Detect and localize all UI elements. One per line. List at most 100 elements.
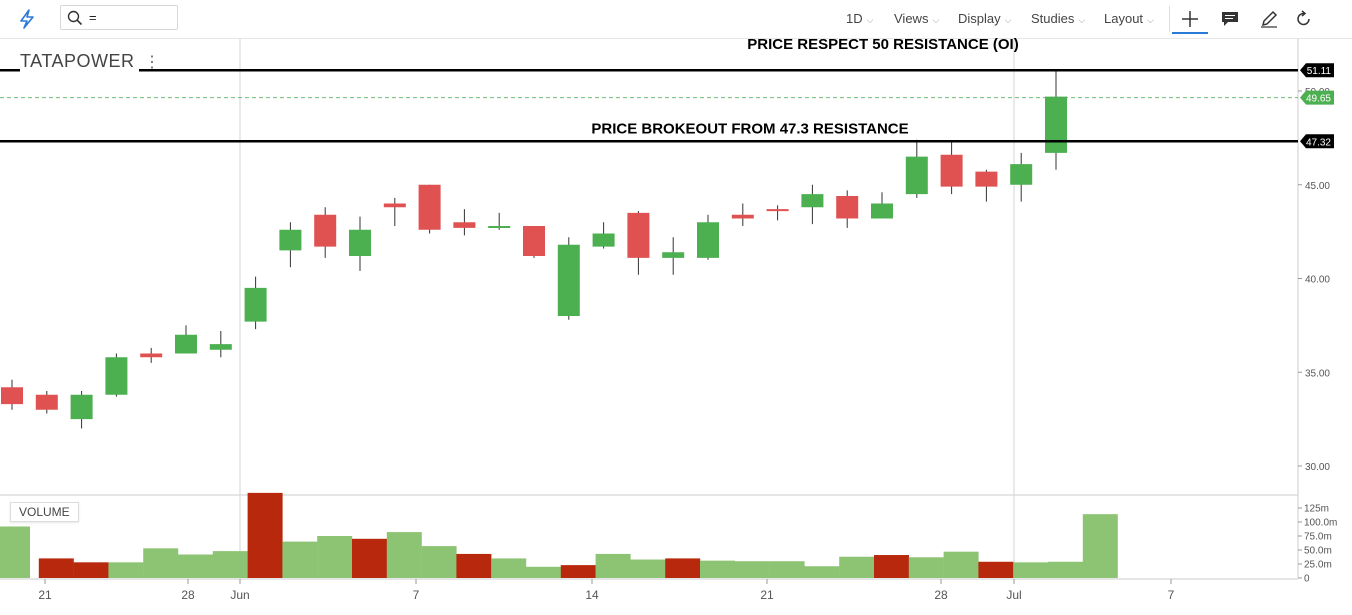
resistance-price-tag-text: 47.32 (1306, 137, 1331, 148)
candle-body (627, 212, 650, 258)
candle-body (557, 244, 580, 316)
display-label: Display (958, 11, 1001, 26)
volume-bar (839, 556, 875, 578)
candle-body (488, 226, 511, 228)
candle-body (1010, 164, 1033, 185)
volume-bar (804, 566, 840, 578)
volume-bar (908, 557, 944, 578)
views-dropdown[interactable]: Views ⌵ (894, 11, 939, 26)
volume-bar (108, 562, 144, 578)
volume-bar (630, 559, 666, 578)
layout-dropdown[interactable]: Layout ⌵ (1104, 11, 1154, 26)
time-tick-label: 7 (1168, 588, 1175, 602)
volume-bar (491, 558, 527, 578)
candle-body (697, 222, 719, 258)
symbol-title[interactable]: TATAPOWER (20, 51, 139, 72)
price-tick-label: 40.00 (1305, 275, 1330, 286)
last-price-tag-text: 49.65 (1306, 94, 1331, 105)
candle-body (418, 184, 441, 230)
candle-body (140, 353, 163, 358)
more-options-icon[interactable]: ⋮ (144, 54, 160, 71)
volume-bar (73, 562, 109, 578)
volume-study-label[interactable]: VOLUME (10, 502, 79, 522)
annotation-text: PRICE BROKEOUT FROM 47.3 RESISTANCE (591, 121, 908, 138)
volume-bar (247, 492, 283, 578)
layout-label: Layout (1104, 11, 1144, 26)
chevron-down-icon: ⌵ (1147, 15, 1154, 25)
search-value: = (89, 10, 97, 25)
time-tick-label: 28 (934, 588, 948, 602)
views-label: Views (894, 11, 929, 26)
candle-body (453, 222, 476, 228)
volume-bar (317, 536, 353, 578)
time-tick-label: 21 (38, 588, 52, 602)
volume-bar (143, 548, 179, 578)
time-tick-label: 21 (760, 588, 774, 602)
studies-label: Studies (1031, 11, 1075, 26)
volume-tick-label: 75.0m (1304, 532, 1332, 543)
comment-icon[interactable] (1217, 6, 1243, 32)
search-icon (67, 10, 83, 26)
candle-body (349, 229, 371, 256)
interval-dropdown[interactable]: 1D ⌵ (846, 11, 873, 26)
time-tick-label: 7 (413, 588, 420, 602)
volume-tick-label: 125m (1304, 504, 1329, 515)
candle-body (175, 334, 197, 354)
candle-body (975, 171, 998, 187)
volume-bar (421, 546, 457, 578)
price-tick-label: 35.00 (1305, 368, 1330, 379)
crosshair-icon[interactable] (1172, 6, 1208, 34)
time-tick-label: 28 (181, 588, 195, 602)
chevron-down-icon: ⌵ (932, 15, 940, 25)
volume-bar (38, 558, 74, 578)
display-dropdown[interactable]: Display ⌵ (958, 11, 1011, 26)
candle-body (836, 196, 859, 219)
resistance-price-tag: 47.32 (1300, 134, 1334, 149)
candle-body (314, 214, 337, 247)
last-price-tag: 49.65 (1300, 90, 1334, 105)
last-price-tag-bg (1300, 90, 1334, 105)
top-toolbar: = 1D ⌵ Views ⌵ Display ⌵ Studies ⌵ Layout ⌵ (0, 0, 1352, 39)
time-tick-label: Jul (1006, 588, 1021, 602)
candle-body (801, 194, 824, 208)
candle-body (383, 203, 406, 208)
candle-body (244, 287, 267, 322)
resistance-price-tag-text: 51.11 (1307, 66, 1332, 77)
volume-bar (874, 555, 909, 578)
price-tick-label: 45.00 (1305, 181, 1330, 192)
candle-body (1045, 96, 1067, 153)
candle-body (731, 214, 754, 219)
studies-dropdown[interactable]: Studies ⌵ (1031, 11, 1085, 26)
volume-bar (943, 551, 979, 578)
chevron-down-icon: ⌵ (1004, 15, 1012, 25)
lightning-icon[interactable] (16, 8, 38, 30)
volume-bar (526, 566, 561, 578)
volume-bar (282, 541, 318, 578)
candle-body (279, 229, 302, 251)
volume-bar (456, 553, 492, 578)
annotation-text: PRICE RESPECT 50 RESISTANCE (OI) (747, 36, 1018, 53)
time-tick-label: 14 (585, 588, 599, 602)
volume-bar (1082, 514, 1118, 578)
candle-body (662, 252, 685, 258)
symbol-search-input[interactable]: = (60, 5, 178, 30)
volume-bar (1013, 562, 1049, 578)
volume-bar (665, 558, 701, 578)
volume-bar (978, 561, 1014, 578)
volume-bar (734, 561, 770, 578)
reset-icon[interactable] (1291, 6, 1317, 32)
interval-label: 1D (846, 11, 863, 26)
volume-bar (560, 565, 596, 578)
time-axis-bg (0, 580, 1352, 615)
candle-body (1, 387, 23, 405)
candle-body (70, 394, 93, 420)
volume-tick-label: 25.0m (1304, 560, 1332, 571)
candle-body (209, 344, 232, 350)
price-tick-label: 30.00 (1305, 462, 1330, 473)
candle-body (940, 154, 963, 187)
candle-body (592, 233, 615, 247)
candle-body (35, 394, 58, 410)
draw-pencil-icon[interactable] (1256, 6, 1282, 32)
volume-tick-label: 0 (1304, 574, 1310, 585)
